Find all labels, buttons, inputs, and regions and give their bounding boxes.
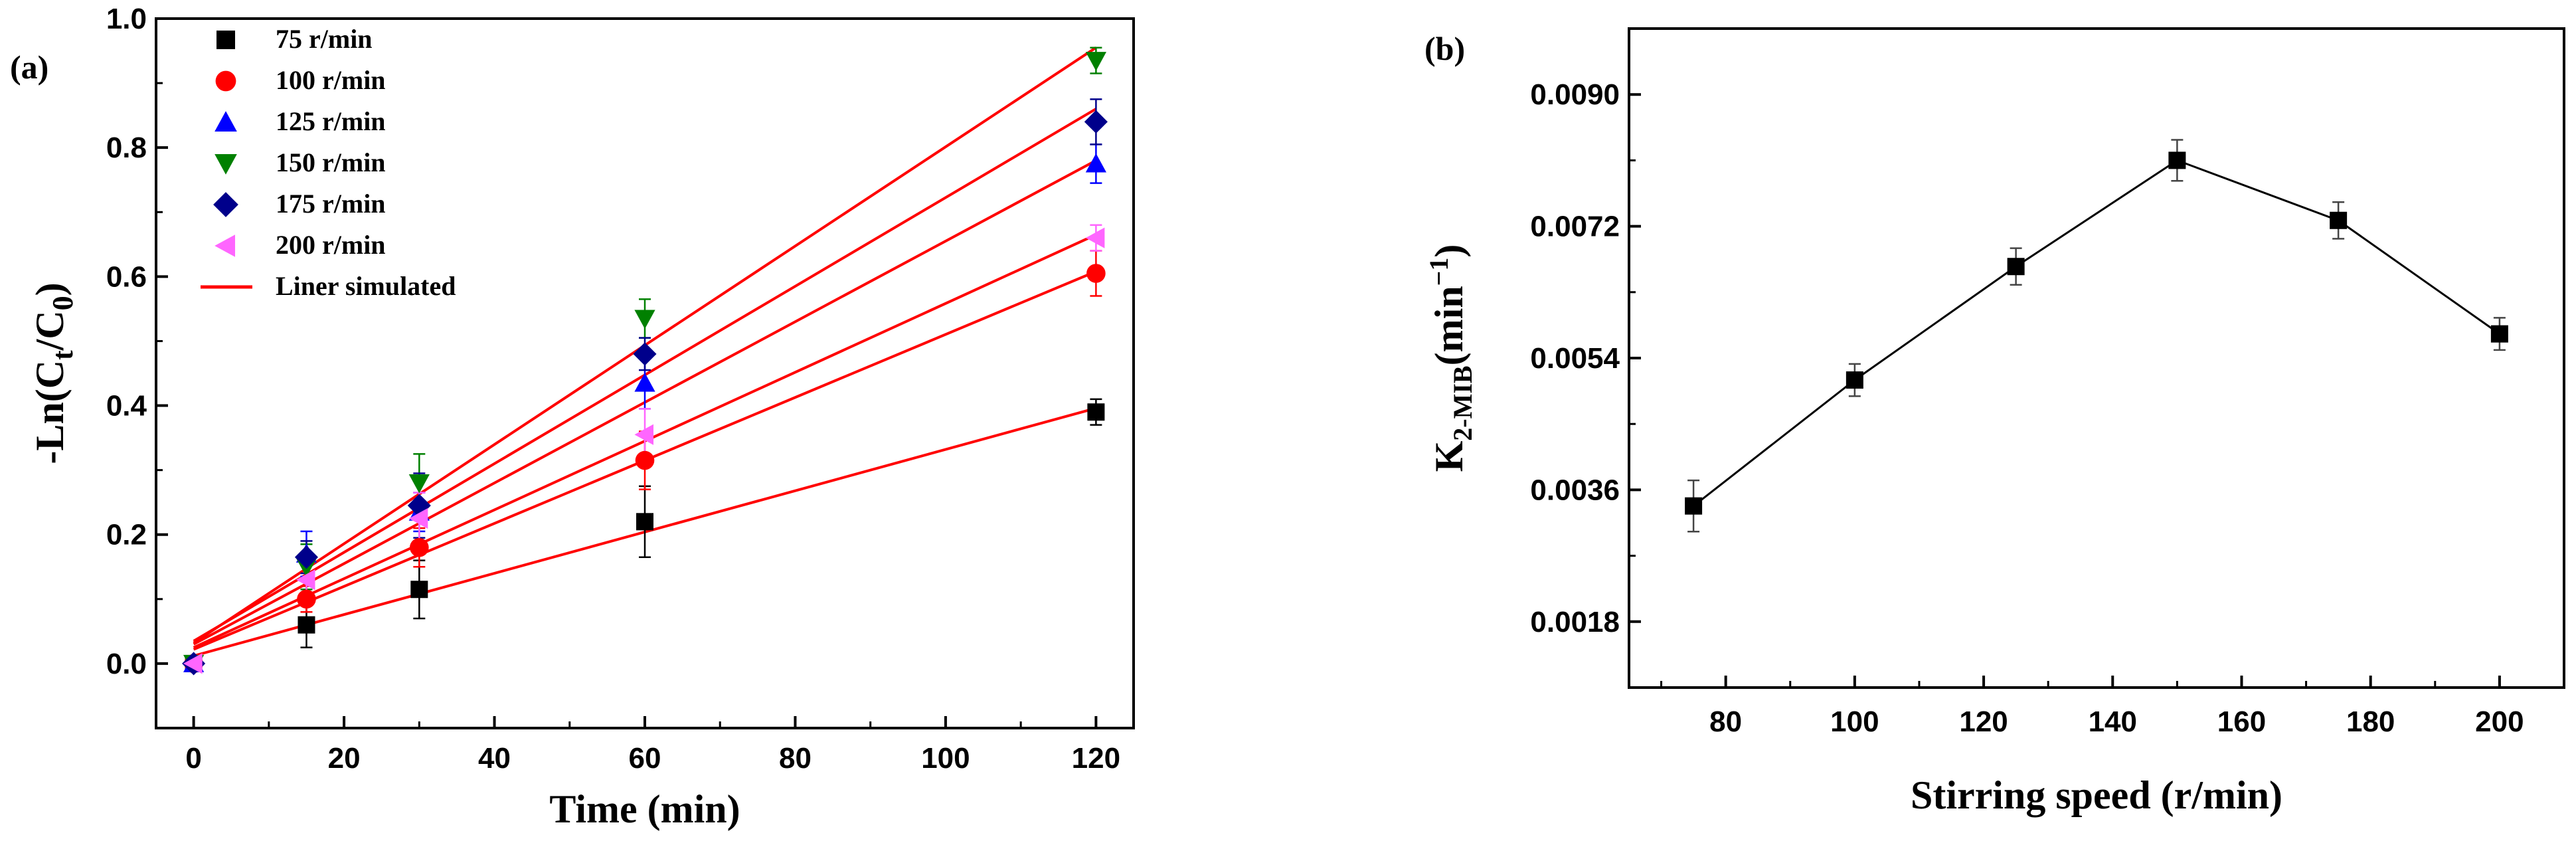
x-tick-label: 80 xyxy=(779,742,812,775)
x-tick-label: 160 xyxy=(2217,705,2266,738)
panel-b-ticks: 80 100 120 140 160 180 200 0.0018 0.0036 0.0054 0.… xyxy=(1530,27,2524,738)
data-point xyxy=(298,616,315,634)
legend-label: 100 r/min xyxy=(276,65,386,95)
data-point xyxy=(296,569,315,591)
y-tick-label: 0.0036 xyxy=(1530,474,1620,506)
panel-a-x-axis-title: Time (min) xyxy=(549,787,740,831)
panel-b-error-bars xyxy=(1687,139,2506,533)
x-tick-label: 140 xyxy=(2089,705,2137,738)
data-point xyxy=(633,342,657,366)
y-tick-label: 0.2 xyxy=(106,519,147,551)
y-tick-label: 0.6 xyxy=(106,260,147,293)
series-line xyxy=(1693,159,2500,507)
panel-b-series-line xyxy=(1693,159,2500,507)
y-tick-label: 1.0 xyxy=(106,3,147,35)
data-point xyxy=(636,513,653,531)
legend-marker xyxy=(213,192,238,217)
data-point xyxy=(2330,211,2348,229)
legend-marker xyxy=(215,154,237,175)
data-point xyxy=(2490,325,2508,343)
data-point xyxy=(2007,258,2025,276)
data-point xyxy=(1085,153,1106,173)
panel-b-y-axis-title: K2-MIB(min−1) xyxy=(1424,244,1478,472)
data-point xyxy=(1084,110,1108,134)
panel-b-x-axis-title: Stirring speed (r/min) xyxy=(1911,773,2282,817)
x-tick-label: 180 xyxy=(2346,705,2395,738)
y-tick-label: 0.4 xyxy=(106,390,147,422)
data-point xyxy=(635,450,655,470)
y-title-sub-0: 0 xyxy=(46,296,79,310)
data-point xyxy=(634,424,653,445)
y-tick-label: 0.0054 xyxy=(1530,342,1620,375)
x-tick-label: 0 xyxy=(185,742,201,775)
data-point xyxy=(1085,52,1106,71)
data-point xyxy=(410,581,428,599)
y-title-mid: /C xyxy=(28,310,72,351)
x-tick-label: 120 xyxy=(1959,705,2008,738)
panel-b-chart: 80 100 120 140 160 180 200 0.0018 0.0036 0.0054 0.… xyxy=(1424,27,2565,817)
x-tick-label: 60 xyxy=(629,742,661,775)
legend-marker xyxy=(215,111,237,132)
y-title-close: ) xyxy=(1427,244,1471,258)
y-title-end: ) xyxy=(28,282,72,296)
y-tick-label: 0.0 xyxy=(106,648,147,680)
panel-a-y-axis-title: -Ln(Ct/C0) xyxy=(28,282,79,464)
panel-a-legend: 75 r/min 100 r/min 125 r/min 150 r/min 175 r… xyxy=(201,24,456,301)
data-point xyxy=(1085,227,1105,248)
panel-a-label: (a) xyxy=(10,48,48,86)
data-point xyxy=(297,589,316,609)
panel-a-ticks: 0 20 40 60 80 100 120 0.0 0.2 0.4 0.6 0.8 1.0 xyxy=(106,3,1120,775)
y-title-sup: −1 xyxy=(1424,258,1454,286)
data-point xyxy=(1087,403,1105,421)
y-title-sub-t: t xyxy=(46,350,79,360)
data-point xyxy=(183,653,203,674)
y-tick-label: 0.0018 xyxy=(1530,606,1620,638)
data-point xyxy=(634,372,655,392)
legend-label: 150 r/min xyxy=(276,147,386,177)
panel-a-markers xyxy=(182,52,1108,676)
y-title-part: -Ln(C xyxy=(28,360,72,464)
y-title-sub: 2-MIB xyxy=(1448,365,1478,440)
data-point xyxy=(1086,264,1106,283)
legend-marker xyxy=(216,31,235,49)
x-tick-label: 40 xyxy=(478,742,511,775)
y-title-unit: (min xyxy=(1427,286,1471,365)
panel-b-markers xyxy=(1685,151,2508,515)
legend-label: 125 r/min xyxy=(276,106,386,136)
data-point xyxy=(2168,151,2186,169)
x-tick-label: 80 xyxy=(1709,705,1742,738)
y-tick-label: 0.0090 xyxy=(1530,78,1620,111)
data-point xyxy=(1846,371,1863,389)
legend-marker xyxy=(215,234,235,257)
legend-label: 175 r/min xyxy=(276,189,386,219)
data-point xyxy=(294,545,319,569)
x-tick-label: 120 xyxy=(1072,742,1120,775)
y-tick-label: 0.0072 xyxy=(1530,211,1620,243)
data-point xyxy=(408,474,430,494)
y-tick-label: 0.8 xyxy=(106,132,147,164)
legend-label: 200 r/min xyxy=(276,230,386,260)
legend-label: 75 r/min xyxy=(276,24,373,54)
legend-label: Liner simulated xyxy=(276,271,456,301)
panel-b-label: (b) xyxy=(1424,30,1465,67)
legend-marker xyxy=(215,70,236,92)
y-title-k: K xyxy=(1427,440,1471,472)
x-tick-label: 100 xyxy=(921,742,970,775)
data-point xyxy=(1685,497,1703,515)
x-tick-label: 100 xyxy=(1830,705,1879,738)
data-point xyxy=(408,508,428,529)
x-tick-label: 20 xyxy=(328,742,361,775)
data-point xyxy=(410,537,429,557)
panel-a-chart: 0 20 40 60 80 100 120 0.0 0.2 0.4 0.6 0.8 1.0 75 r/m… xyxy=(10,3,1135,831)
x-tick-label: 200 xyxy=(2475,705,2524,738)
data-point xyxy=(634,310,655,329)
